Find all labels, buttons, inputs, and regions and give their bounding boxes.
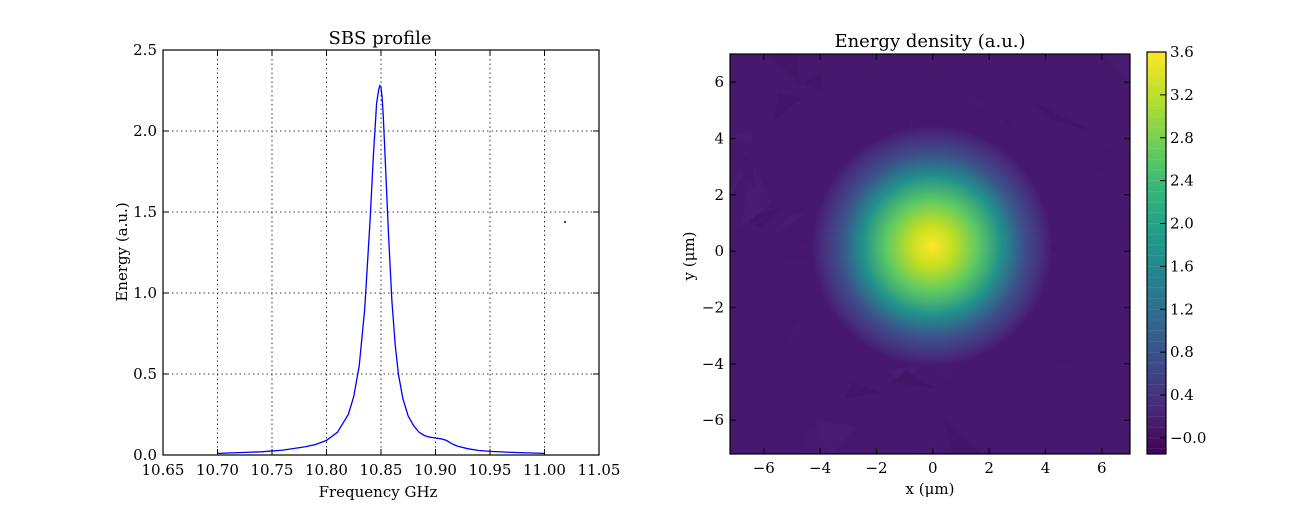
right-x-tick-labels: −6 −4 −2 0 2 4 6 — [753, 459, 1107, 477]
heatmap-facet — [730, 119, 746, 126]
colorbar-tick-labels: −0.0 0.4 0.8 1.2 1.6 2.0 2.4 2.8 3.2 3.6 — [1160, 43, 1206, 447]
left-x-tick-label: 10.70 — [196, 461, 239, 479]
colorbar-tick-label: 2.8 — [1170, 129, 1194, 147]
heatmap-facet — [774, 93, 802, 120]
heatmap-facet — [897, 97, 920, 118]
left-y-tick-label: 0.0 — [133, 446, 157, 464]
right-x-tick-label: 2 — [984, 459, 994, 477]
colorbar-tick-label: 2.0 — [1170, 215, 1194, 233]
heatmap-facet — [770, 312, 805, 330]
right-x-tick-label: 6 — [1097, 459, 1107, 477]
heatmap-facet — [1106, 54, 1130, 86]
right-chart-title: Energy density (a.u.) — [834, 31, 1025, 52]
heatmap-facet — [768, 54, 801, 85]
heatmap-facet — [814, 420, 856, 454]
heatmap-facet — [1023, 74, 1055, 81]
energy-density-chart: Energy density (a.u.) — [680, 31, 1206, 498]
right-x-tick-label: −2 — [865, 459, 887, 477]
right-ticks — [730, 54, 1130, 454]
left-y-tick-label: 1.0 — [133, 284, 157, 302]
heatmap-facet — [847, 72, 891, 124]
right-x-tick-label: 4 — [1041, 459, 1051, 477]
colorbar-tick-label: 1.2 — [1170, 300, 1194, 318]
heatmap-facet — [769, 369, 803, 382]
colorbar-tick-label: 2.4 — [1170, 172, 1194, 190]
right-y-axis-label: y (μm) — [680, 232, 698, 282]
colorbar-frame — [1146, 51, 1167, 455]
heatmap-hotspot — [812, 126, 1052, 366]
right-y-tick-label: −2 — [702, 299, 724, 317]
left-grid — [162, 49, 600, 456]
left-y-tick-label: 1.5 — [133, 203, 157, 221]
heatmap-facet — [892, 371, 937, 389]
left-y-tick-label: 0.5 — [133, 365, 157, 383]
heatmap-facet — [944, 420, 981, 454]
right-x-tick-label: 0 — [928, 459, 938, 477]
heatmap-facet — [1032, 326, 1098, 373]
colorbar-gradient — [1147, 52, 1166, 454]
left-y-axis-label: Energy (a.u.) — [113, 202, 131, 301]
heatmap-facet — [735, 100, 738, 105]
left-x-tick-label: 10.65 — [142, 461, 185, 479]
right-axes-frame — [729, 53, 1131, 455]
left-chart-title: SBS profile — [329, 28, 432, 49]
right-y-tick-label: −4 — [702, 355, 724, 373]
heatmap-facet — [785, 310, 811, 346]
heatmap-facet — [949, 80, 1010, 120]
right-x-tick-label: −4 — [809, 459, 831, 477]
colorbar-tick-label: 0.4 — [1170, 386, 1194, 404]
colorbar-tick-label: −0.0 — [1170, 429, 1206, 447]
sbs-profile-chart: SBS profile 10.65 10.70 10.75 10.80 10.85 10.… — [113, 28, 620, 501]
heatmap-facet — [1059, 411, 1095, 438]
heatmap-facet — [886, 386, 940, 423]
heatmap-facet — [897, 61, 912, 74]
heatmap-facet — [932, 54, 965, 80]
heatmap-facet — [736, 205, 789, 232]
left-x-axis-label: Frequency GHz — [319, 483, 438, 501]
right-y-tick-label: 0 — [714, 242, 724, 260]
right-y-tick-label: 4 — [714, 130, 724, 148]
left-x-tick-label: 10.90 — [414, 461, 457, 479]
heatmap-facet — [772, 167, 807, 204]
colorbar-tick-label: 3.2 — [1170, 86, 1194, 104]
left-y-tick-label: 2.5 — [133, 41, 157, 59]
right-x-axis-label: x (μm) — [906, 480, 955, 498]
colorbar-tick-label: 3.6 — [1170, 43, 1194, 61]
sbs-series-line — [217, 84, 545, 455]
left-x-tick-label: 11.05 — [578, 461, 621, 479]
right-y-tick-labels: −6 −4 −2 0 2 4 6 — [702, 73, 724, 429]
heatmap-facet — [914, 435, 940, 454]
right-y-tick-label: 2 — [714, 186, 724, 204]
heatmap-facet — [976, 86, 1030, 150]
heatmap-facet — [934, 94, 981, 126]
right-y-tick-label: −6 — [702, 411, 724, 429]
left-axes-frame — [162, 49, 600, 456]
left-y-tick-labels: 0.0 0.5 1.0 1.5 2.0 2.5 — [133, 41, 157, 464]
stray-dot — [564, 221, 566, 223]
colorbar: −0.0 0.4 0.8 1.2 1.6 2.0 2.4 2.8 3.2 3.6 — [1146, 43, 1206, 455]
left-x-tick-label: 10.85 — [360, 461, 403, 479]
left-x-tick-label: 11.00 — [523, 461, 566, 479]
heatmap-facet — [1084, 141, 1130, 184]
heatmap-facet — [740, 163, 772, 228]
heatmap-facet — [773, 210, 810, 235]
heatmap-facet — [781, 430, 801, 454]
colorbar-bands — [1147, 62, 1166, 449]
heatmap-facet — [845, 382, 882, 398]
colorbar-tick-label: 1.6 — [1170, 257, 1194, 275]
heatmap-facet — [752, 233, 792, 269]
left-x-tick-label: 10.95 — [469, 461, 512, 479]
left-x-tick-label: 10.80 — [305, 461, 348, 479]
left-x-tick-labels: 10.65 10.70 10.75 10.80 10.85 10.90 10.95 11.00… — [142, 461, 621, 479]
heatmap-field — [730, 54, 1130, 454]
left-x-tick-label: 10.75 — [251, 461, 294, 479]
right-y-tick-label: 6 — [714, 73, 724, 91]
left-y-tick-label: 2.0 — [133, 122, 157, 140]
right-x-tick-label: −6 — [753, 459, 775, 477]
heatmap-facet — [1033, 102, 1090, 130]
heatmap-facet — [802, 73, 821, 90]
heatmap-facet — [730, 148, 755, 188]
colorbar-tick-label: 0.8 — [1170, 343, 1194, 361]
